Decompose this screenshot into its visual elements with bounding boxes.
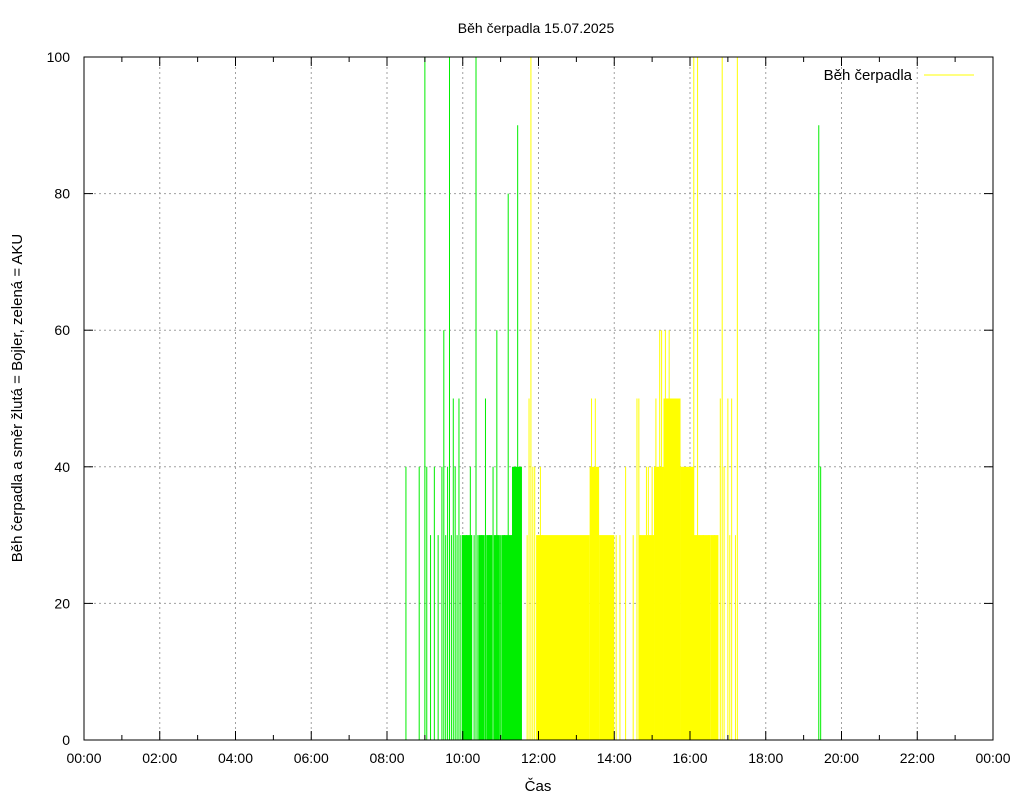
pump-run-block bbox=[536, 535, 590, 740]
x-tick-label: 00:00 bbox=[66, 750, 101, 766]
x-tick-label: 00:00 bbox=[975, 750, 1010, 766]
x-tick-label: 16:00 bbox=[672, 750, 707, 766]
x-tick-label: 20:00 bbox=[824, 750, 859, 766]
pump-run-block bbox=[511, 466, 522, 740]
x-tick-label: 12:00 bbox=[521, 750, 556, 766]
y-tick-label: 20 bbox=[54, 595, 70, 611]
bars-layer bbox=[405, 57, 822, 740]
x-axis-label: Čas bbox=[525, 778, 552, 795]
pump-run-block bbox=[680, 466, 694, 740]
y-tick-label: 0 bbox=[62, 732, 70, 748]
legend: Běh čerpadla bbox=[824, 67, 974, 84]
y-tick-label: 100 bbox=[47, 49, 71, 65]
pump-run-block bbox=[589, 466, 600, 740]
pump-run-block bbox=[461, 535, 473, 740]
grid-lines bbox=[84, 57, 993, 740]
y-tick-label: 60 bbox=[54, 322, 70, 338]
series-bojler bbox=[526, 57, 738, 740]
pump-run-block bbox=[501, 535, 512, 740]
y-tick-label: 80 bbox=[54, 186, 70, 202]
x-tick-label: 08:00 bbox=[369, 750, 404, 766]
x-tick-label: 04:00 bbox=[218, 750, 253, 766]
pump-run-block bbox=[663, 398, 681, 740]
pump-run-block bbox=[599, 535, 615, 740]
x-tick-label: 18:00 bbox=[748, 750, 783, 766]
legend-label: Běh čerpadla bbox=[824, 67, 913, 84]
x-tick-label: 14:00 bbox=[597, 750, 632, 766]
pump-run-block bbox=[654, 466, 664, 740]
x-tick-label: 22:00 bbox=[900, 750, 935, 766]
pump-run-block bbox=[693, 535, 711, 740]
x-tick-label: 06:00 bbox=[294, 750, 329, 766]
y-axis-label: Běh čerpadla a směr žlutá = Bojler, zele… bbox=[9, 234, 26, 563]
x-tick-label: 02:00 bbox=[142, 750, 177, 766]
axis-ticks: 00:00 02:00 04:00 06:00 08:00 10:00 12:00 14:00… bbox=[47, 49, 1011, 766]
series-aku bbox=[405, 57, 822, 740]
chart-title: Běh čerpadla 15.07.2025 bbox=[458, 20, 615, 36]
x-tick-label: 10:00 bbox=[445, 750, 480, 766]
y-tick-label: 40 bbox=[54, 459, 70, 475]
